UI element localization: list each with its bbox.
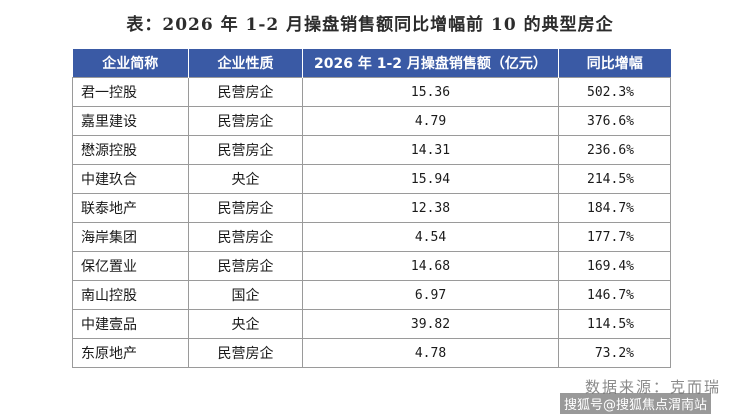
sales-cell: 14.68 — [302, 251, 559, 281]
company-cell: 海岸集团 — [72, 222, 189, 252]
sales-cell: 4.79 — [302, 106, 559, 136]
source-note: 数据来源：克而瑞 — [585, 378, 722, 396]
header-type: 企业性质 — [188, 49, 303, 78]
sales-cell: 6.97 — [302, 280, 559, 310]
company-cell: 南山控股 — [72, 280, 189, 310]
table-row: 中建玖合 央企 15.94 214.5% — [72, 164, 671, 194]
table-header-row: 企业简称 企业性质 2026 年 1-2 月操盘销售额（亿元） 同比增幅 — [72, 49, 671, 78]
growth-cell: 376.6% — [558, 106, 671, 136]
company-cell: 保亿置业 — [72, 251, 189, 281]
table-title: 表：2026 年 1-2 月操盘销售额同比增幅前 10 的典型房企 — [126, 15, 614, 35]
table-row: 懋源控股 民营房企 14.31 236.6% — [72, 135, 671, 165]
growth-cell: 146.7% — [558, 280, 671, 310]
sales-cell: 39.82 — [302, 309, 559, 339]
type-cell: 民营房企 — [188, 135, 303, 165]
company-cell: 嘉里建设 — [72, 106, 189, 136]
growth-cell: 114.5% — [558, 309, 671, 339]
sales-cell: 15.94 — [302, 164, 559, 194]
table-row: 联泰地产 民营房企 12.38 184.7% — [72, 193, 671, 223]
type-cell: 民营房企 — [188, 77, 303, 107]
header-growth: 同比增幅 — [558, 49, 671, 78]
type-cell: 民营房企 — [188, 222, 303, 252]
company-cell: 中建壹品 — [72, 309, 189, 339]
type-cell: 央企 — [188, 309, 303, 339]
table-row: 君一控股 民营房企 15.36 502.3% — [72, 77, 671, 107]
sales-cell: 12.38 — [302, 193, 559, 223]
growth-cell: 169.4% — [558, 251, 671, 281]
growth-cell: 73.2% — [558, 338, 671, 368]
type-cell: 民营房企 — [188, 251, 303, 281]
sales-cell: 4.54 — [302, 222, 559, 252]
header-sales: 2026 年 1-2 月操盘销售额（亿元） — [302, 49, 559, 78]
type-cell: 国企 — [188, 280, 303, 310]
company-cell: 君一控股 — [72, 77, 189, 107]
growth-cell: 502.3% — [558, 77, 671, 107]
company-cell: 懋源控股 — [72, 135, 189, 165]
growth-cell: 184.7% — [558, 193, 671, 223]
company-cell: 东原地产 — [72, 338, 189, 368]
table-row: 东原地产 民营房企 4.78 73.2% — [72, 338, 671, 368]
sales-cell: 4.78 — [302, 338, 559, 368]
table-row: 保亿置业 民营房企 14.68 169.4% — [72, 251, 671, 281]
growth-cell: 236.6% — [558, 135, 671, 165]
table-body: 君一控股 民营房企 15.36 502.3% 嘉里建设 民营房企 4.79 376.6% 懋源控… — [72, 77, 671, 368]
table-row: 海岸集团 民营房企 4.54 177.7% — [72, 222, 671, 252]
sales-cell: 15.36 — [302, 77, 559, 107]
growth-cell: 214.5% — [558, 164, 671, 194]
company-cell: 中建玖合 — [72, 164, 189, 194]
table-row: 嘉里建设 民营房企 4.79 376.6% — [72, 106, 671, 136]
sales-growth-table: 企业简称 企业性质 2026 年 1-2 月操盘销售额（亿元） 同比增幅 君一控… — [72, 49, 671, 368]
growth-cell: 177.7% — [558, 222, 671, 252]
type-cell: 民营房企 — [188, 106, 303, 136]
table-row: 中建壹品 央企 39.82 114.5% — [72, 309, 671, 339]
sales-cell: 14.31 — [302, 135, 559, 165]
type-cell: 央企 — [188, 164, 303, 194]
type-cell: 民营房企 — [188, 338, 303, 368]
table-row: 南山控股 国企 6.97 146.7% — [72, 280, 671, 310]
watermark: 搜狐号@搜狐焦点渭南站 — [560, 393, 712, 414]
type-cell: 民营房企 — [188, 193, 303, 223]
company-cell: 联泰地产 — [72, 193, 189, 223]
header-company: 企业简称 — [72, 49, 189, 78]
